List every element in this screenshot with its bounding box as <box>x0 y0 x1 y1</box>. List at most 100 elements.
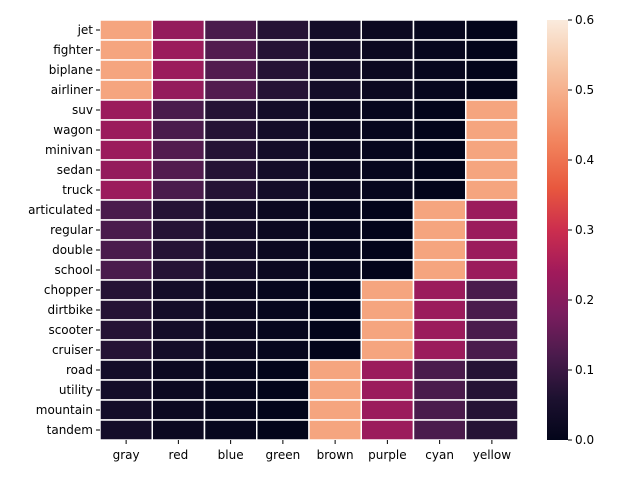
heatmap-cell-airliner-purple <box>360 79 415 101</box>
heatmap-cell-utility-yellow <box>465 379 519 401</box>
heatmap-cell-sedan-gray <box>99 159 153 181</box>
heatmap-cell-airliner-blue <box>203 79 258 101</box>
heatmap-cell-biplane-brown <box>308 59 362 81</box>
heatmap-cell-road-purple <box>360 359 415 381</box>
heatmap-cell-chopper-purple <box>360 279 415 301</box>
heatmap-cell-dirtbike-yellow <box>465 299 519 321</box>
heatmap-cell-chopper-gray <box>99 279 153 301</box>
colorbar: 0.0 0.1 0.2 0.3 0.4 0.5 0.6 <box>547 13 594 447</box>
heatmap-cell-jet-purple <box>360 19 415 41</box>
row-label-sedan: sedan <box>57 163 93 177</box>
heatmap-cell-sedan-blue <box>203 159 258 181</box>
heatmap-cell-fighter-cyan <box>412 39 467 61</box>
heatmap-cell-wagon-brown <box>308 119 362 141</box>
colorbar-tick-label: 0.4 <box>575 153 594 167</box>
heatmap-cell-scooter-gray <box>99 319 153 341</box>
heatmap-cell-mountain-purple <box>360 399 415 421</box>
heatmap-cell-chopper-brown <box>308 279 362 301</box>
heatmap-cells <box>99 19 519 441</box>
colorbar-ticks: 0.0 0.1 0.2 0.3 0.4 0.5 0.6 <box>568 13 594 447</box>
heatmap-cell-truck-yellow <box>465 179 519 201</box>
heatmap-cell-biplane-yellow <box>465 59 519 81</box>
row-label-wagon: wagon <box>53 123 93 137</box>
heatmap-cell-wagon-yellow <box>465 119 519 141</box>
heatmap-cell-wagon-blue <box>203 119 258 141</box>
heatmap-cell-jet-blue <box>203 19 258 41</box>
heatmap-cell-biplane-gray <box>99 59 153 81</box>
row-label-road: road <box>66 363 93 377</box>
heatmap-cell-dirtbike-cyan <box>412 299 467 321</box>
heatmap-cell-truck-cyan <box>412 179 467 201</box>
row-label-double: double <box>52 243 93 257</box>
heatmap-cell-scooter-green <box>256 319 310 341</box>
heatmap-cell-utility-brown <box>308 379 362 401</box>
heatmap-cell-jet-cyan <box>412 19 467 41</box>
colorbar-tick-label: 0.3 <box>575 223 594 237</box>
heatmap-cell-school-yellow <box>465 259 519 281</box>
heatmap-cell-regular-green <box>256 219 310 241</box>
column-label-brown: brown <box>317 448 354 462</box>
heatmap-cell-minivan-red <box>151 139 206 161</box>
heatmap-cell-school-blue <box>203 259 258 281</box>
heatmap-cell-mountain-cyan <box>412 399 467 421</box>
heatmap-cell-school-brown <box>308 259 362 281</box>
heatmap-cell-biplane-blue <box>203 59 258 81</box>
heatmap-cell-articulated-purple <box>360 199 415 221</box>
heatmap-cell-wagon-purple <box>360 119 415 141</box>
heatmap-cell-cruiser-yellow <box>465 339 519 361</box>
heatmap-cell-minivan-yellow <box>465 139 519 161</box>
heatmap-cell-airliner-yellow <box>465 79 519 101</box>
heatmap-cell-fighter-green <box>256 39 310 61</box>
heatmap-cell-suv-cyan <box>412 99 467 121</box>
heatmap-cell-suv-green <box>256 99 310 121</box>
heatmap-cell-utility-blue <box>203 379 258 401</box>
heatmap-cell-chopper-blue <box>203 279 258 301</box>
heatmap-cell-cruiser-purple <box>360 339 415 361</box>
heatmap-cell-fighter-yellow <box>465 39 519 61</box>
row-label-school: school <box>55 263 93 277</box>
heatmap-cell-tandem-green <box>256 419 310 441</box>
heatmap-cell-school-gray <box>99 259 153 281</box>
heatmap-cell-double-blue <box>203 239 258 261</box>
heatmap-cell-mountain-red <box>151 399 206 421</box>
heatmap-cell-sedan-green <box>256 159 310 181</box>
heatmap-cell-tandem-cyan <box>412 419 467 441</box>
heatmap-cell-suv-gray <box>99 99 153 121</box>
column-label-blue: blue <box>218 448 244 462</box>
colorbar-tick-label: 0.6 <box>575 13 594 27</box>
row-label-cruiser: cruiser <box>52 343 93 357</box>
heatmap-cell-jet-red <box>151 19 206 41</box>
heatmap-cell-airliner-gray <box>99 79 153 101</box>
row-label-scooter: scooter <box>48 323 93 337</box>
heatmap-cell-road-red <box>151 359 206 381</box>
heatmap-cell-double-red <box>151 239 206 261</box>
heatmap-cell-articulated-yellow <box>465 199 519 221</box>
column-label-yellow: yellow <box>473 448 511 462</box>
heatmap-cell-regular-brown <box>308 219 362 241</box>
heatmap-cell-scooter-red <box>151 319 206 341</box>
colorbar-tick-label: 0.1 <box>575 363 594 377</box>
heatmap-cell-regular-purple <box>360 219 415 241</box>
heatmap-cell-biplane-purple <box>360 59 415 81</box>
heatmap-cell-fighter-brown <box>308 39 362 61</box>
heatmap-cell-dirtbike-gray <box>99 299 153 321</box>
row-label-airliner: airliner <box>51 83 93 97</box>
heatmap-cell-jet-gray <box>99 19 153 41</box>
heatmap-cell-mountain-brown <box>308 399 362 421</box>
heatmap-cell-biplane-green <box>256 59 310 81</box>
heatmap-cell-double-yellow <box>465 239 519 261</box>
heatmap-cell-chopper-green <box>256 279 310 301</box>
row-label-utility: utility <box>59 383 93 397</box>
column-label-gray: gray <box>113 448 140 462</box>
heatmap-cell-dirtbike-blue <box>203 299 258 321</box>
heatmap-cell-cruiser-green <box>256 339 310 361</box>
column-label-cyan: cyan <box>425 448 454 462</box>
heatmap-cell-cruiser-gray <box>99 339 153 361</box>
heatmap-cell-biplane-red <box>151 59 206 81</box>
heatmap-cell-truck-purple <box>360 179 415 201</box>
heatmap-cell-sedan-red <box>151 159 206 181</box>
heatmap-cell-school-purple <box>360 259 415 281</box>
heatmap-cell-cruiser-brown <box>308 339 362 361</box>
heatmap-cell-sedan-cyan <box>412 159 467 181</box>
